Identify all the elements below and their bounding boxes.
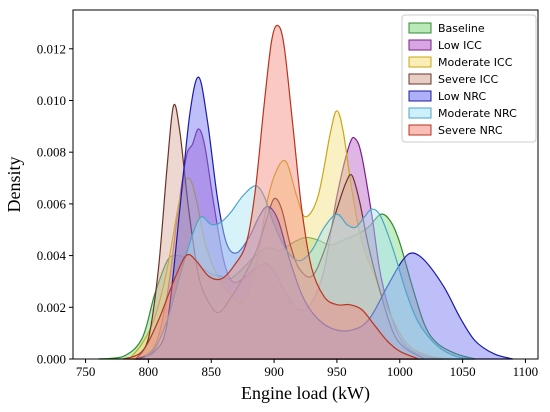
legend-swatch (408, 90, 432, 102)
y-tick-label: 0.002 (37, 300, 66, 315)
x-tick-label: 1000 (387, 364, 413, 379)
y-tick-label: 0.004 (37, 248, 67, 263)
legend-swatch (408, 56, 432, 68)
legend-label: Severe ICC (438, 73, 498, 86)
legend-label: Low ICC (438, 39, 482, 52)
y-tick-label: 0.000 (37, 352, 66, 367)
legend-swatch (408, 107, 432, 119)
density-area-severe-nrc (123, 24, 419, 360)
y-tick-label: 0.010 (37, 93, 66, 108)
x-tick-label: 950 (327, 364, 347, 379)
x-tick-label: 800 (139, 364, 159, 379)
density-area-moderate-nrc (140, 185, 476, 360)
legend-label: Severe NRC (438, 124, 503, 137)
x-axis-label: Engine load (kW) (241, 383, 370, 404)
x-tick-label: 750 (76, 364, 96, 379)
legend-swatch (408, 22, 432, 34)
density-area-low-icc (133, 128, 444, 360)
legend: Baseline Low ICC Moderate ICC Severe ICC Low… (401, 14, 537, 143)
legend-label: Moderate NRC (438, 107, 517, 120)
legend-swatch (408, 73, 432, 85)
legend-swatch (408, 39, 432, 51)
x-tick-label: 850 (201, 364, 221, 379)
x-tick-label: 900 (264, 364, 284, 379)
y-axis-label: Density (4, 157, 24, 213)
legend-box (401, 14, 537, 143)
y-tick-label: 0.006 (37, 196, 67, 211)
x-tick-label: 1050 (450, 364, 476, 379)
density-areas (98, 24, 514, 360)
y-axis-ticks: 0.000 0.002 0.004 0.006 0.008 0.010 0.012 (37, 41, 73, 367)
legend-swatch (408, 124, 432, 136)
legend-label: Moderate ICC (438, 56, 513, 69)
x-axis-ticks: 750 800 850 900 950 1000 1050 1100 (76, 359, 538, 379)
y-tick-label: 0.012 (37, 41, 66, 56)
legend-label: Baseline (438, 22, 485, 35)
x-tick-label: 1100 (513, 364, 539, 379)
legend-label: Low NRC (438, 90, 486, 103)
density-area-severe-icc (134, 103, 426, 360)
plot-frame (72, 9, 539, 360)
y-tick-label: 0.008 (37, 145, 66, 160)
